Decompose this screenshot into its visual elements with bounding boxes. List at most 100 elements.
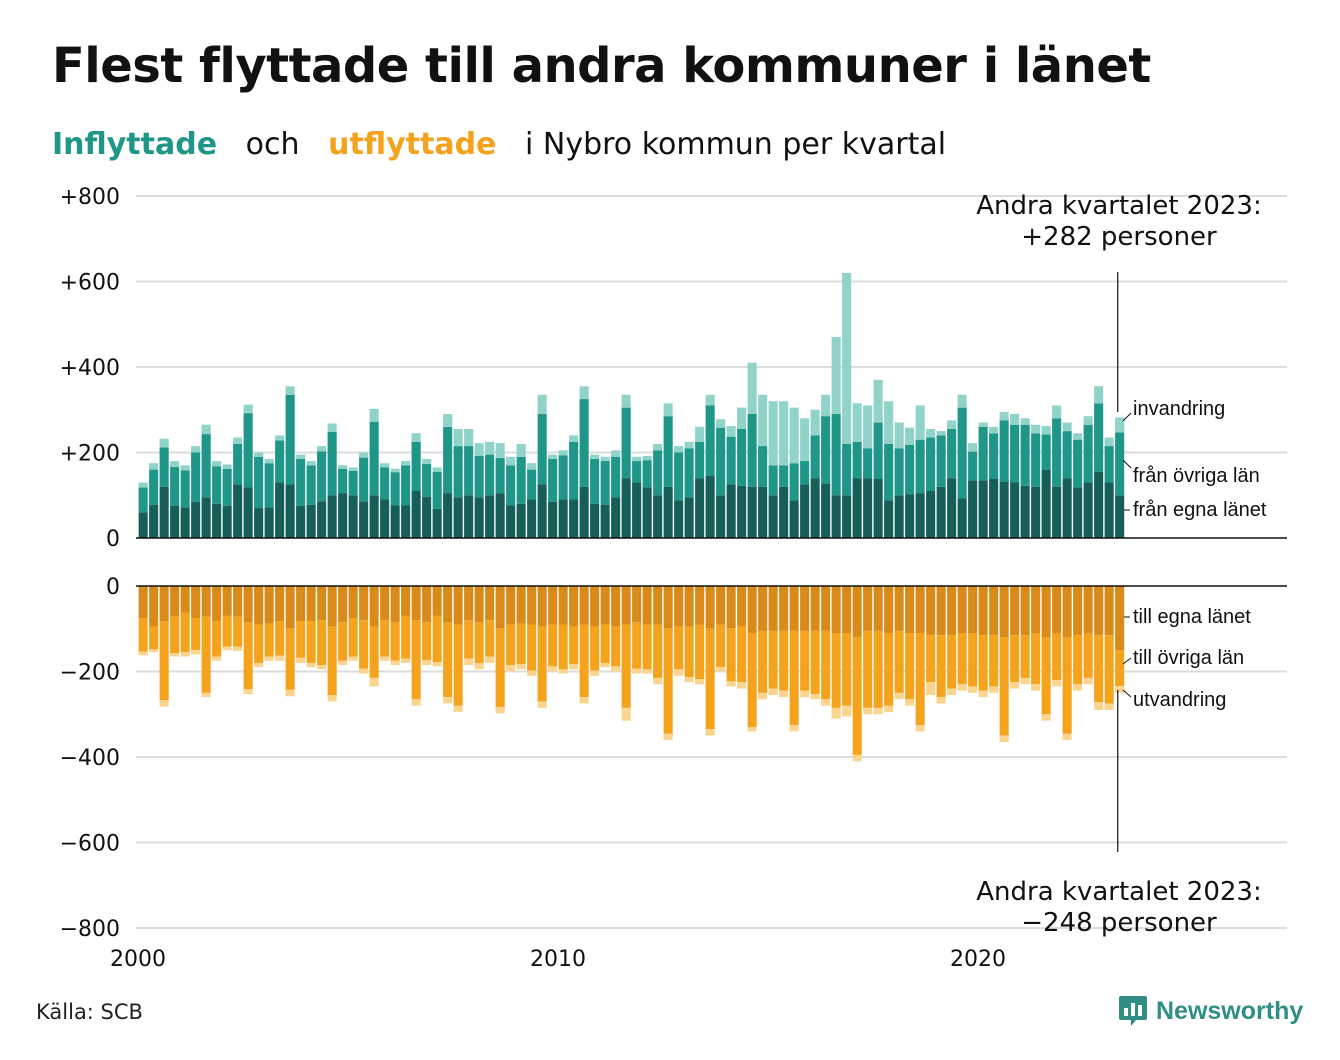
bar-in-immigration: [978, 422, 988, 427]
bar-out-other-counties: [632, 622, 642, 669]
bar-out-emigration: [863, 707, 873, 715]
bar-in-other-counties: [222, 468, 232, 506]
bar-in-own-county: [863, 478, 873, 538]
bar-out-other-counties: [926, 635, 936, 683]
bar-in-immigration: [989, 426, 999, 434]
bar-out-own-county: [1104, 586, 1114, 636]
bar-out-own-county: [863, 586, 873, 631]
bar-out-other-counties: [317, 620, 327, 666]
bar-in-other-counties: [674, 452, 684, 501]
bar-out-other-counties: [1115, 650, 1125, 687]
bar-in-own-county: [789, 500, 799, 538]
bar-out-other-counties: [789, 630, 799, 725]
bar-out-emigration: [915, 724, 925, 732]
bar-in-own-county: [968, 480, 978, 538]
bar-in-immigration: [159, 438, 169, 448]
y-tick-label-top: +600: [60, 271, 120, 296]
bar-out-emigration: [884, 705, 894, 713]
bar-in-immigration: [716, 419, 726, 428]
bar-out-emigration: [359, 668, 369, 674]
bar-out-other-counties: [642, 624, 652, 670]
bar-in-immigration: [411, 433, 421, 442]
bar-out-emigration: [380, 656, 390, 661]
bar-out-own-county: [548, 586, 558, 625]
bar-out-emigration: [1010, 682, 1020, 689]
bar-in-own-county: [831, 495, 841, 538]
bar-out-own-county: [285, 586, 295, 629]
bar-out-emigration: [947, 688, 957, 696]
bar-out-own-county: [222, 586, 232, 616]
bar-in-other-counties: [264, 463, 274, 508]
bar-out-emigration: [275, 655, 285, 661]
bar-in-other-counties: [737, 428, 747, 486]
bar-out-own-county: [642, 586, 652, 625]
bar-out-other-counties: [968, 633, 978, 687]
bar-out-other-counties: [621, 624, 631, 708]
bar-out-other-counties: [905, 633, 915, 700]
bar-in-own-county: [138, 512, 148, 538]
bar-out-other-counties: [831, 633, 841, 708]
bar-out-emigration: [1083, 677, 1093, 685]
bar-in-other-counties: [474, 455, 484, 498]
bar-out-emigration: [485, 656, 495, 663]
y-tick-label-bottom: 0: [106, 575, 120, 600]
bar-in-own-county: [149, 504, 159, 538]
bar-in-other-counties: [464, 446, 474, 496]
bar-in-other-counties: [516, 456, 526, 504]
bar-out-own-county: [884, 586, 894, 634]
bar-in-other-counties: [191, 452, 201, 502]
bar-in-own-county: [191, 501, 201, 538]
bar-out-own-county: [978, 586, 988, 636]
bar-in-immigration: [758, 394, 768, 447]
bar-in-own-county: [632, 482, 642, 538]
bar-out-emigration: [191, 650, 201, 655]
bar-out-emigration: [779, 690, 789, 698]
bar-out-own-county: [758, 586, 768, 631]
y-tick-label-top: +400: [60, 356, 120, 381]
bar-out-emigration: [716, 667, 726, 672]
bar-in-own-county: [516, 503, 526, 538]
bar-in-own-county: [716, 495, 726, 538]
bar-in-immigration: [1010, 414, 1020, 425]
bar-in-immigration: [821, 394, 831, 417]
bar-out-own-county: [516, 586, 526, 624]
bar-out-other-counties: [285, 628, 295, 690]
bar-in-other-counties: [527, 469, 537, 500]
bar-out-emigration: [1031, 684, 1041, 691]
bar-out-emigration: [957, 684, 967, 691]
bar-out-emigration: [149, 649, 159, 653]
bar-out-emigration: [170, 653, 180, 657]
bar-in-other-counties: [600, 461, 610, 505]
bar-out-other-counties: [254, 624, 264, 663]
bar-out-own-county: [359, 586, 369, 621]
bar-in-other-counties: [821, 416, 831, 484]
bar-out-emigration: [611, 666, 621, 672]
bar-out-other-counties: [464, 620, 474, 659]
bar-in-other-counties: [852, 441, 862, 479]
bar-in-immigration: [1020, 418, 1030, 425]
bar-out-own-county: [663, 586, 673, 629]
bar-out-emigration: [726, 681, 736, 687]
bar-out-emigration: [1020, 677, 1030, 685]
bar-in-own-county: [443, 493, 453, 538]
bar-in-other-counties: [947, 428, 957, 479]
bar-out-own-county: [579, 586, 589, 625]
bar-out-other-counties: [453, 624, 463, 706]
bar-out-own-county: [936, 586, 946, 636]
bar-out-own-county: [653, 586, 663, 625]
bar-in-other-counties: [422, 464, 432, 497]
bar-out-own-county: [495, 586, 505, 629]
x-tick-label: 2020: [950, 947, 1006, 972]
bar-out-other-counties: [590, 626, 600, 671]
bar-out-emigration: [474, 662, 484, 670]
bar-in-other-counties: [411, 441, 421, 491]
bar-out-other-counties: [726, 628, 736, 682]
bar-in-other-counties: [380, 467, 390, 500]
bar-out-emigration: [516, 664, 526, 670]
bar-in-immigration: [296, 454, 306, 459]
bar-in-immigration: [254, 452, 264, 457]
bar-out-other-counties: [978, 635, 988, 691]
bar-out-own-county: [768, 586, 778, 631]
bar-out-other-counties: [821, 630, 831, 700]
